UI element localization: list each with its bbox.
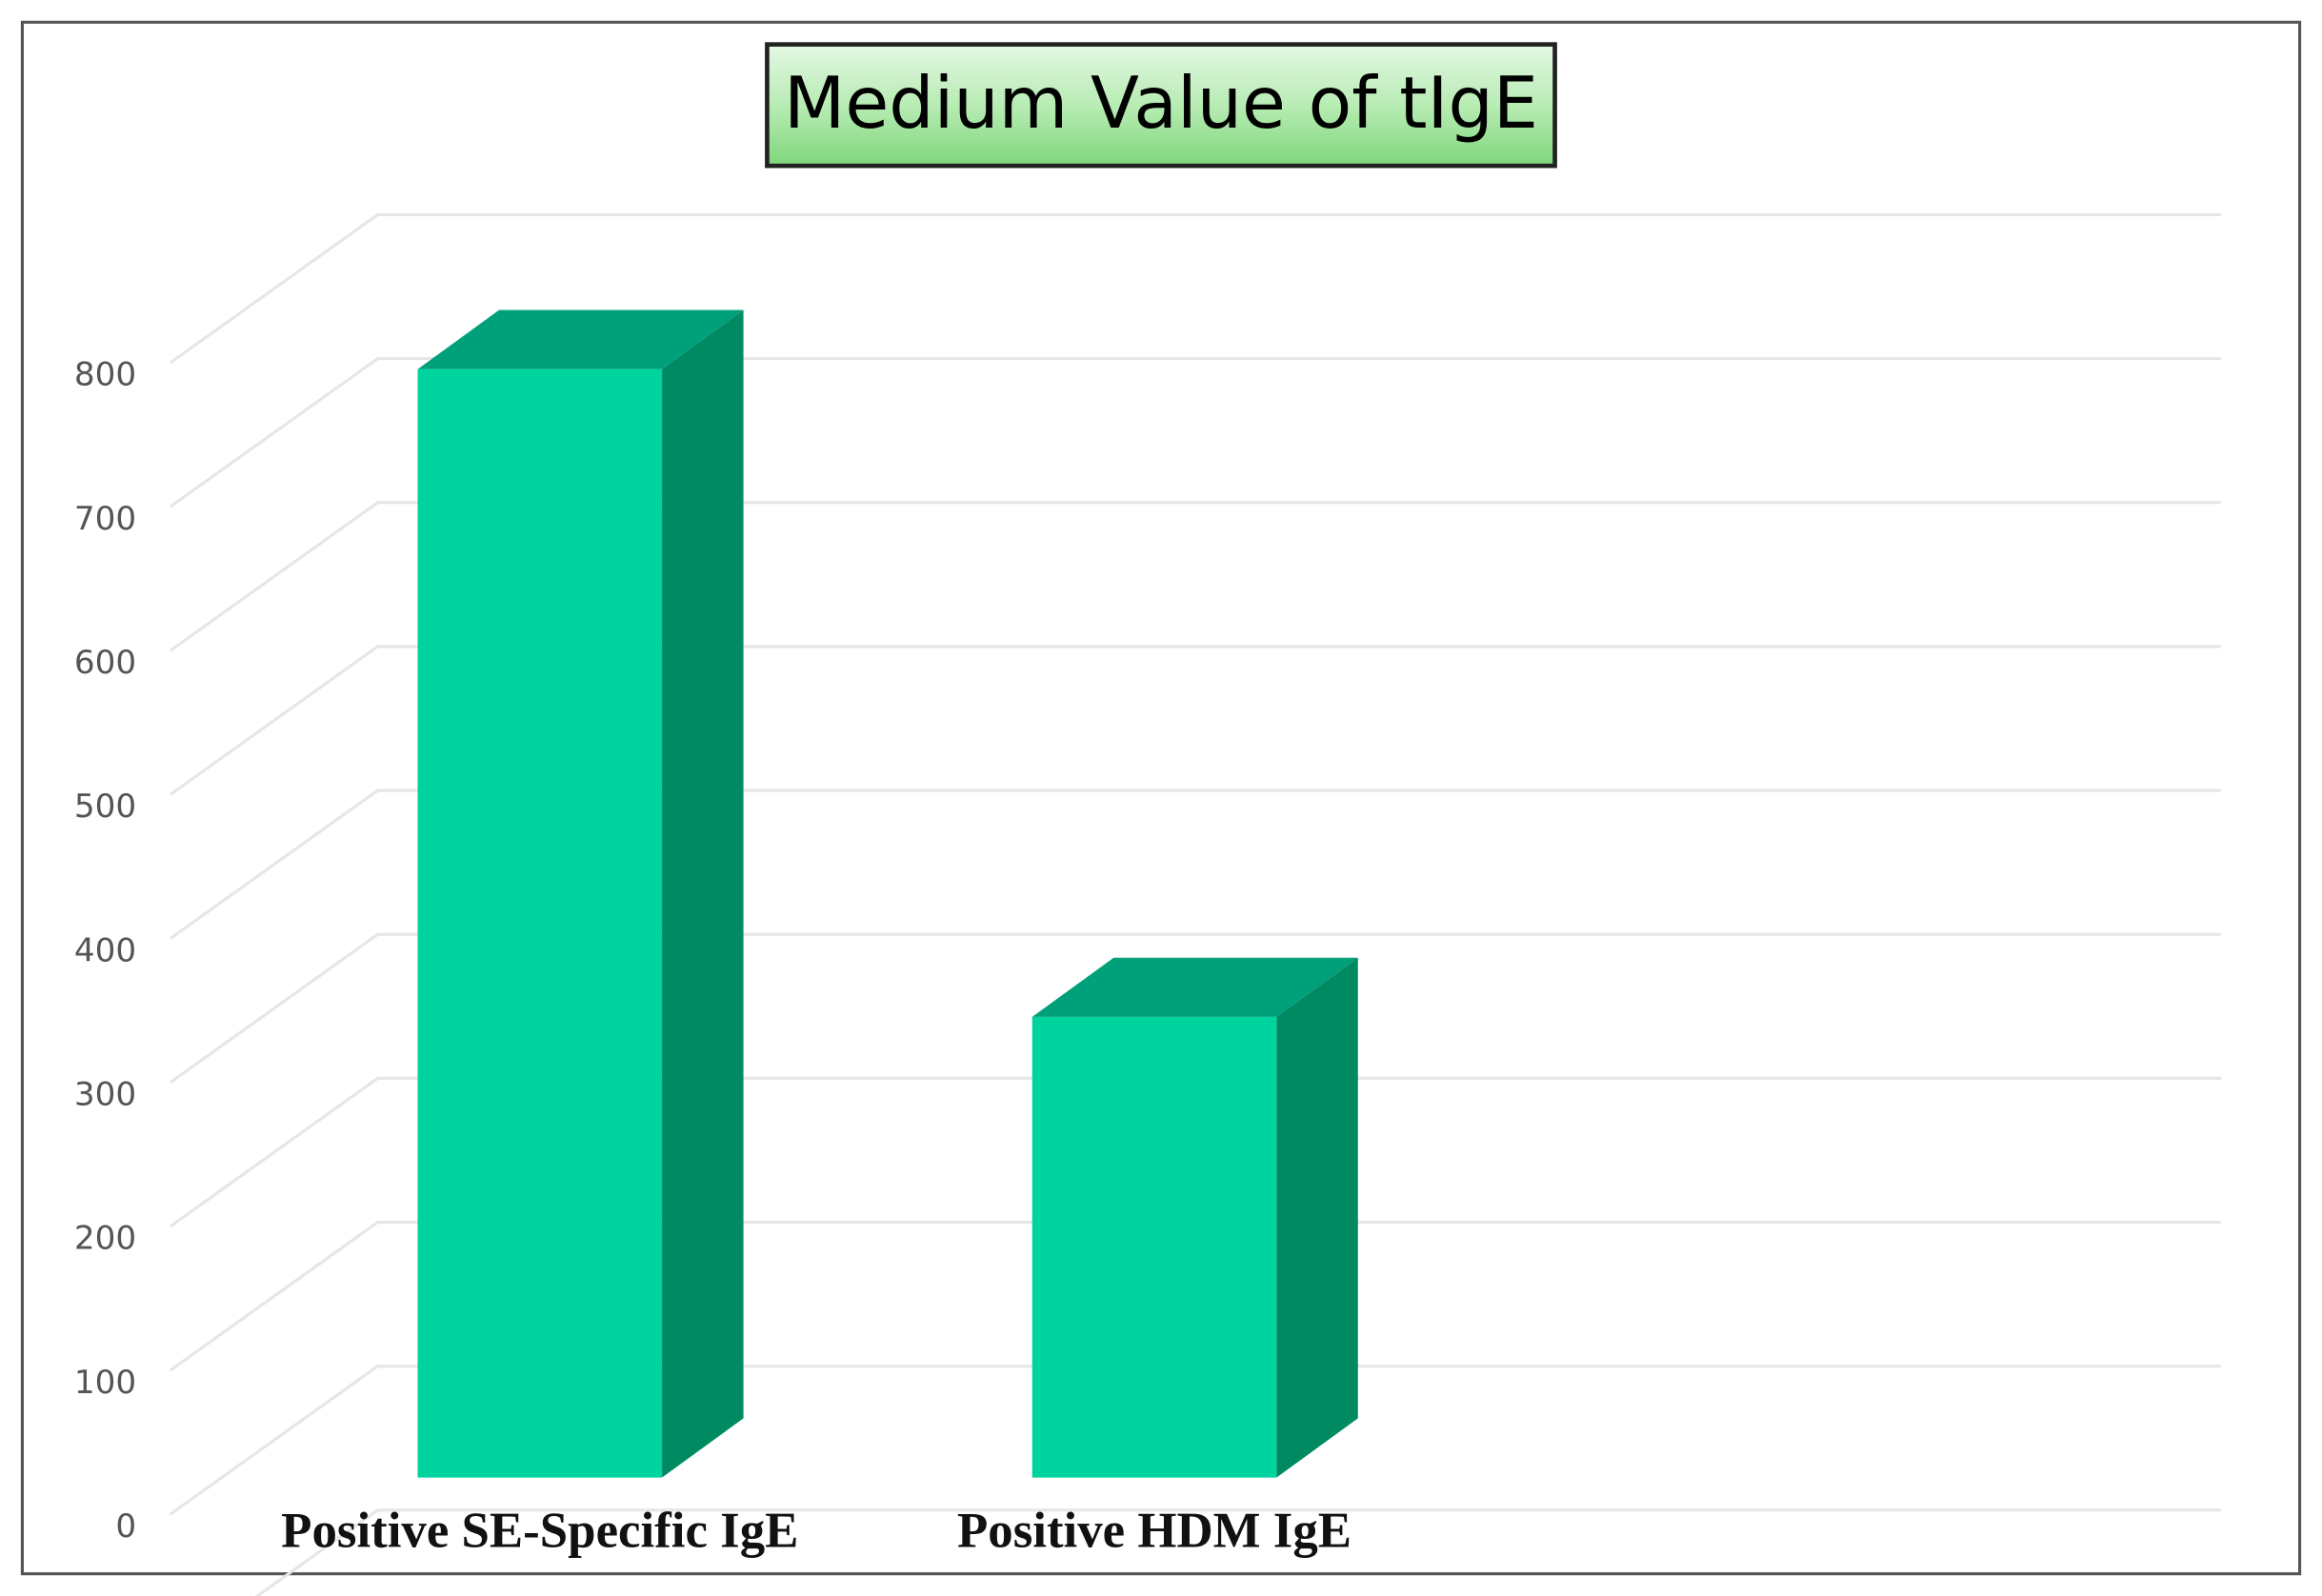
bar-side — [662, 309, 744, 1478]
y-tick-label: 800 — [74, 356, 136, 394]
grid-line — [254, 1508, 2222, 1596]
bar — [417, 309, 744, 1478]
x-tick-label: Positive SE-Specific IgE — [281, 1504, 798, 1559]
bar-front — [1031, 1016, 1277, 1478]
grid-line — [169, 932, 2222, 1084]
bars — [417, 309, 1358, 1478]
y-tick-label: 200 — [74, 1220, 136, 1258]
bar-top — [417, 309, 744, 369]
y-tick-label: 0 — [115, 1507, 136, 1546]
title-box — [765, 42, 1557, 169]
bar-front — [417, 369, 663, 1478]
grid-line — [169, 1220, 2222, 1372]
y-tick-label: 100 — [74, 1364, 136, 1402]
y-tick-label: 700 — [74, 500, 136, 538]
y-tick-label: 600 — [74, 644, 136, 682]
chart-title: Medium Value of tIgE — [784, 62, 1538, 145]
y-tick-label: 300 — [74, 1076, 136, 1114]
grid-line — [169, 1365, 2222, 1516]
grid-line — [169, 788, 2222, 940]
grid: 0 100 200 300 400 500 600 700 800 Positive SE-Spe… — [74, 212, 2222, 1596]
y-tick-label: 400 — [74, 931, 136, 969]
wall-edge — [169, 212, 2222, 365]
y-tick-label: 500 — [74, 788, 136, 826]
grid-line — [169, 1076, 2222, 1228]
x-tick-label: Positive HDM IgE — [957, 1504, 1351, 1559]
bar — [1031, 957, 1358, 1478]
bar-side — [1276, 957, 1358, 1478]
grid-line — [169, 501, 2222, 652]
grid-line — [169, 645, 2222, 796]
bar-top — [1031, 957, 1358, 1017]
grid-line — [169, 357, 2222, 509]
